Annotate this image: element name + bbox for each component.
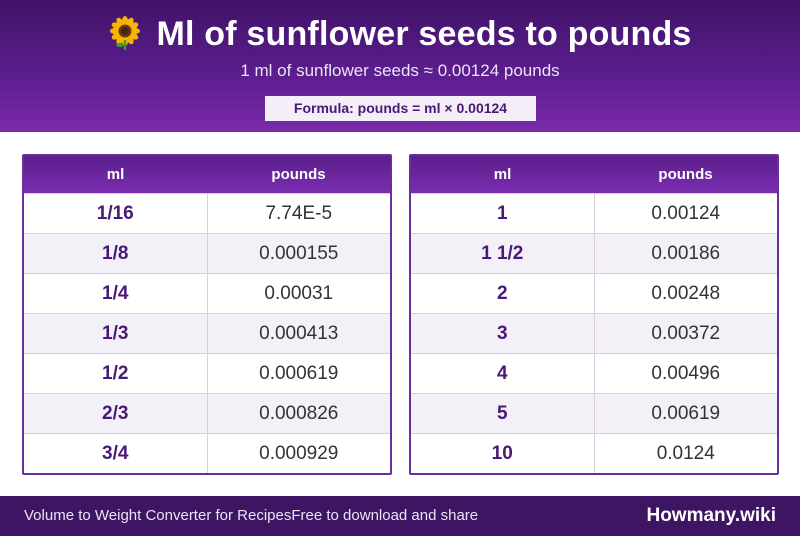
formula-box: Formula: pounds = ml × 0.00124 <box>265 96 536 121</box>
table-row: 1 1/2 0.00186 <box>411 233 777 273</box>
cell-ml: 4 <box>411 354 595 393</box>
column-header-ml: ml <box>106 166 125 183</box>
footer-bar: Volume to Weight Converter for RecipesFr… <box>0 496 800 536</box>
cell-pounds: 0.000826 <box>259 403 339 424</box>
page-subtitle: 1 ml of sunflower seeds ≈ 0.00124 pounds <box>240 61 560 80</box>
cell-ml: 1/8 <box>24 234 208 273</box>
cell-pounds: 0.0124 <box>656 443 715 464</box>
cell-pounds: 0.00186 <box>651 243 721 264</box>
cell-pounds: 0.000619 <box>259 363 339 384</box>
cell-pounds: 0.000413 <box>259 323 339 344</box>
page-title: Ml of sunflower seeds to pounds <box>0 14 800 54</box>
cell-pounds: 0.000155 <box>259 243 339 264</box>
footer-brand-link[interactable]: Howmany.wiki <box>646 505 776 526</box>
footer-caption: Volume to Weight Converter for RecipesFr… <box>24 496 478 536</box>
cell-ml: 3/4 <box>24 434 208 473</box>
conversion-table-left: ml pounds 1/16 7.74E-5 1/8 0.000155 1/4 … <box>22 154 392 475</box>
cell-pounds: 0.00496 <box>651 363 721 384</box>
cell-ml: 1/2 <box>24 354 208 393</box>
header-banner: Ml of sunflower seeds to pounds 1 ml of … <box>0 0 800 132</box>
cell-ml: 1/3 <box>24 314 208 353</box>
table-row: 2/3 0.000826 <box>24 393 390 433</box>
table-header: ml pounds <box>411 156 777 193</box>
conversion-table-right: ml pounds 1 0.00124 1 1/2 0.00186 2 0.00… <box>409 154 779 475</box>
table-row: 10 0.0124 <box>411 433 777 473</box>
table-row: 1/16 7.74E-5 <box>24 193 390 233</box>
table-row: 2 0.00248 <box>411 273 777 313</box>
cell-pounds: 0.00124 <box>651 203 721 224</box>
cell-pounds: 0.00372 <box>651 323 721 344</box>
column-header-pounds: pounds <box>271 166 326 183</box>
table-row: 3 0.00372 <box>411 313 777 353</box>
cell-pounds: 0.00619 <box>651 403 721 424</box>
cell-ml: 3 <box>411 314 595 353</box>
table-row: 4 0.00496 <box>411 353 777 393</box>
cell-ml: 1/4 <box>24 274 208 313</box>
cell-ml: 2 <box>411 274 595 313</box>
cell-ml: 1 1/2 <box>411 234 595 273</box>
page-title-text: Ml of sunflower seeds to pounds <box>156 15 692 53</box>
footer-caption-share: Free to download and share <box>291 507 479 524</box>
table-row: 1/3 0.000413 <box>24 313 390 353</box>
table-row: 1 0.00124 <box>411 193 777 233</box>
cell-pounds: 0.000929 <box>259 443 339 464</box>
cell-ml: 2/3 <box>24 394 208 433</box>
cell-ml: 1/16 <box>24 194 208 233</box>
cell-ml: 5 <box>411 394 595 433</box>
column-header-pounds: pounds <box>658 166 713 183</box>
cell-ml: 1 <box>411 194 595 233</box>
cell-pounds: 0.00248 <box>651 283 721 304</box>
table-row: 1/2 0.000619 <box>24 353 390 393</box>
sunflower-icon <box>110 16 141 50</box>
table-row: 5 0.00619 <box>411 393 777 433</box>
cell-pounds: 7.74E-5 <box>265 203 333 224</box>
table-row: 1/8 0.000155 <box>24 233 390 273</box>
cell-pounds: 0.00031 <box>264 283 334 304</box>
column-header-ml: ml <box>493 166 512 183</box>
cell-ml: 10 <box>411 434 595 473</box>
table-header: ml pounds <box>24 156 390 193</box>
table-row: 1/4 0.00031 <box>24 273 390 313</box>
footer-caption-converter: Volume to Weight Converter for Recipes <box>24 507 292 524</box>
table-row: 3/4 0.000929 <box>24 433 390 473</box>
